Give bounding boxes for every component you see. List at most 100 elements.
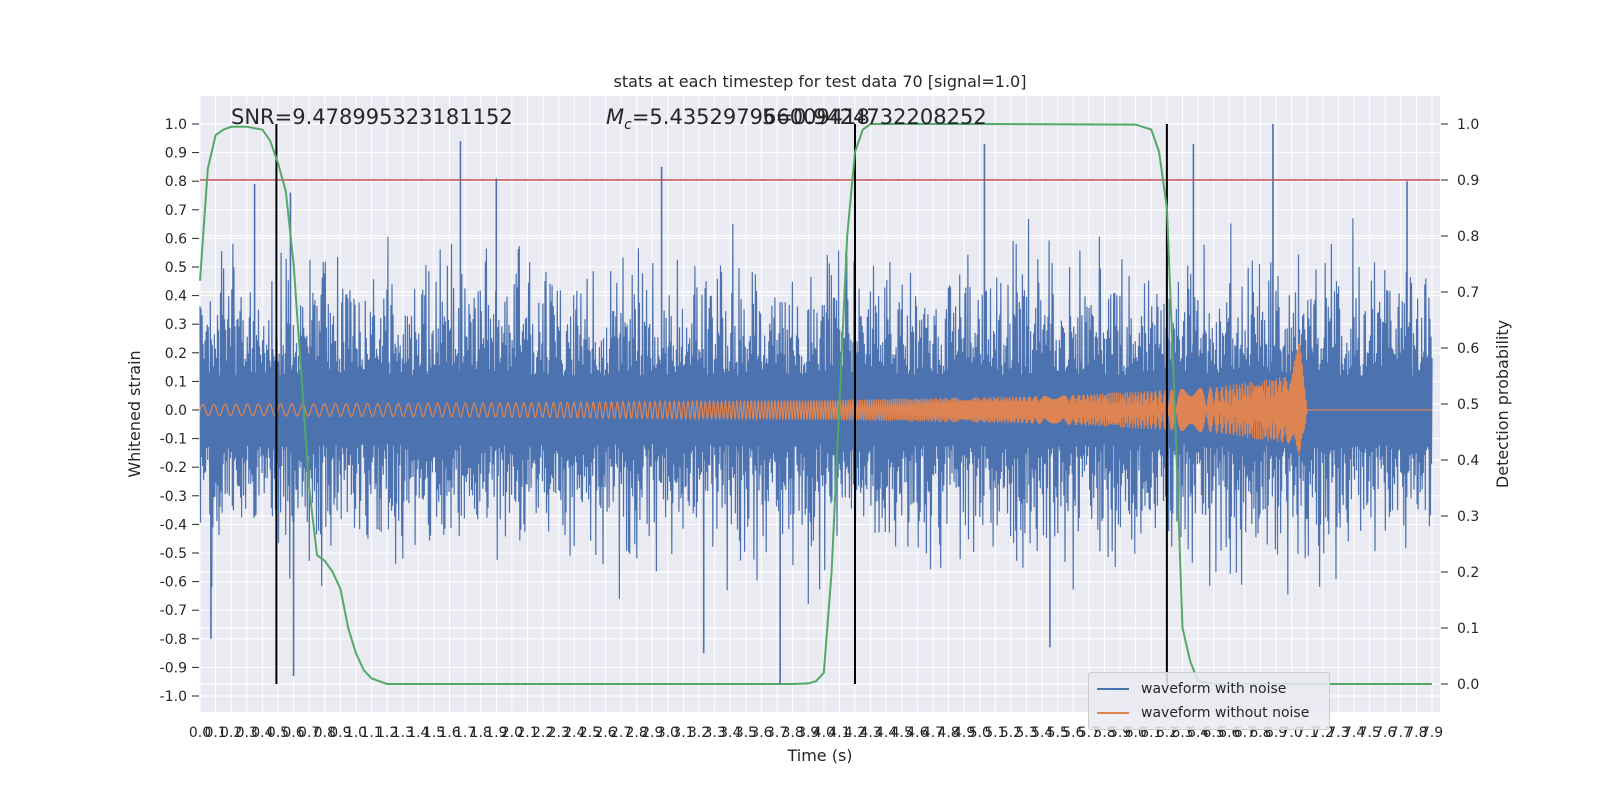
y-tick-label: 0.3 [165, 317, 187, 333]
x-tick-label: 0.9 [329, 725, 351, 741]
x-tick-label: 3.5 [735, 725, 757, 741]
overlap-annotation: 5=0.9424732208252 [762, 105, 987, 129]
x-tick-label: 4.7 [922, 725, 944, 741]
probability-trace [199, 123, 1432, 685]
legend-item-noise: waveform with noise [1097, 679, 1286, 699]
x-tick-label: 2.7 [610, 725, 632, 741]
y-tick-label: -0.9 [160, 660, 187, 676]
mc-symbol: M [606, 105, 624, 129]
y-tick-label: -1.0 [160, 689, 187, 705]
x-tick-label: 1.0 [345, 725, 367, 741]
y-tick-label: 0.4 [165, 289, 187, 305]
x-tick-label: 4.5 [891, 725, 913, 741]
x-tick-label: 4.9 [953, 725, 975, 741]
x-tick-label: 4.2 [844, 725, 866, 741]
x-tick-label: 2.4 [563, 725, 585, 741]
x-tick-label: 0.8 [314, 725, 336, 741]
y-right-tick-label: 0.6 [1457, 341, 1479, 357]
x-tick-label: 7.7 [1390, 725, 1412, 741]
series-waveform-without-noise [199, 342, 1432, 455]
x-tick-label: 3.6 [750, 725, 772, 741]
y-right-tick-label: 0.8 [1457, 229, 1479, 245]
x-tick-label: 2.6 [594, 725, 616, 741]
x-tick-label: 0.1 [204, 725, 226, 741]
x-tick-label: 0.7 [298, 725, 320, 741]
noise-trace [199, 218, 1433, 605]
x-tick-label: 4.0 [813, 725, 835, 741]
y-tick-label: 0.8 [165, 174, 187, 190]
x-tick-label: 1.1 [360, 725, 382, 741]
x-tick-label: 2.8 [626, 725, 648, 741]
x-tick-label: 1.3 [392, 725, 414, 741]
x-tick-label: 2.3 [548, 725, 570, 741]
y-right-tick-label: 0.0 [1457, 677, 1479, 693]
x-tick-label: 3.7 [766, 725, 788, 741]
y-tick-label: 0.9 [165, 146, 187, 162]
x-tick-label: 3.3 [704, 725, 726, 741]
x-tick-label: 0.3 [236, 725, 258, 741]
y-tick-label: 1.0 [165, 117, 187, 133]
snr-annotation: SNR=9.478995323181152 [231, 105, 513, 129]
y-right-tick-label: 1.0 [1457, 117, 1479, 133]
x-tick-label: 5.3 [1015, 725, 1037, 741]
y-tick-label: -0.2 [160, 460, 187, 476]
legend-label-noise: waveform with noise [1141, 681, 1287, 697]
x-tick-label: 0.5 [267, 725, 289, 741]
x-tick-label: 2.9 [641, 725, 663, 741]
x-tick-label: 2.0 [501, 725, 523, 741]
y-tick-label: -0.3 [160, 489, 187, 505]
x-tick-label: 3.9 [797, 725, 819, 741]
y-right-axis-label: Detection probability [1493, 320, 1512, 488]
y-right-tick-label: 0.2 [1457, 565, 1479, 581]
y-tick-label: 0.7 [165, 203, 187, 219]
x-tick-label: 5.0 [969, 725, 991, 741]
chart-title: stats at each timestep for test data 70 … [614, 72, 1027, 91]
x-tick-label: 5.2 [1000, 725, 1022, 741]
y-tick-label: -0.5 [160, 546, 187, 562]
x-tick-label: 3.1 [672, 725, 694, 741]
x-tick-label: 4.6 [906, 725, 928, 741]
series-waveform-with-noise [199, 124, 1433, 685]
y-right-tick-label: 0.7 [1457, 285, 1479, 301]
y-right-tick-label: 0.1 [1457, 621, 1479, 637]
x-tick-label: 4.3 [859, 725, 881, 741]
x-tick-label: 4.1 [828, 725, 850, 741]
legend-item-clean: waveform without noise [1097, 703, 1309, 723]
x-tick-label: 7.9 [1421, 725, 1443, 741]
x-tick-label: 3.0 [657, 725, 679, 741]
x-tick-label: 5.5 [1047, 725, 1069, 741]
x-tick-label: 7.8 [1405, 725, 1427, 741]
x-tick-label: 1.9 [485, 725, 507, 741]
x-tick-label: 2.1 [516, 725, 538, 741]
x-axis-label: Time (s) [786, 746, 852, 765]
y-tick-label: 0.0 [165, 403, 187, 419]
x-tick-label: 1.5 [423, 725, 445, 741]
x-tick-label: 7.4 [1343, 725, 1365, 741]
mc-subscript: c [624, 117, 632, 133]
y-right-tick-label: 0.4 [1457, 453, 1479, 469]
series-detection-probability [199, 123, 1432, 685]
x-tick-label: 3.4 [719, 725, 741, 741]
y-tick-label: -0.7 [160, 603, 187, 619]
x-tick-label: 0.4 [251, 725, 273, 741]
y-right-tick-label: 0.5 [1457, 397, 1479, 413]
legend-swatch-noise [1097, 688, 1129, 690]
y-right-tick-labels: 1.0 0.9 0.8 0.7 0.6 0.5 0.4 0.3 0.2 0.1 0.0 [1441, 117, 1479, 693]
x-tick-label: 1.6 [438, 725, 460, 741]
x-tick-label: 7.3 [1327, 725, 1349, 741]
legend-label-clean: waveform without noise [1141, 705, 1310, 721]
x-tick-label: 0.2 [220, 725, 242, 741]
x-tick-label: 3.2 [688, 725, 710, 741]
y-tick-label: 0.6 [165, 231, 187, 247]
x-tick-label: 5.4 [1031, 725, 1053, 741]
y-right-tick-label: 0.3 [1457, 509, 1479, 525]
y-tick-label: 0.2 [165, 346, 187, 362]
y-tick-label: -0.4 [160, 517, 187, 533]
y-tick-label: 0.5 [165, 260, 187, 276]
x-tick-label: 4.4 [875, 725, 897, 741]
x-tick-label: 5.1 [984, 725, 1006, 741]
x-tick-label: 4.8 [937, 725, 959, 741]
y-tick-label: -0.6 [160, 575, 187, 591]
mc-annotation: Mc=5.435297966009418 [606, 105, 870, 133]
